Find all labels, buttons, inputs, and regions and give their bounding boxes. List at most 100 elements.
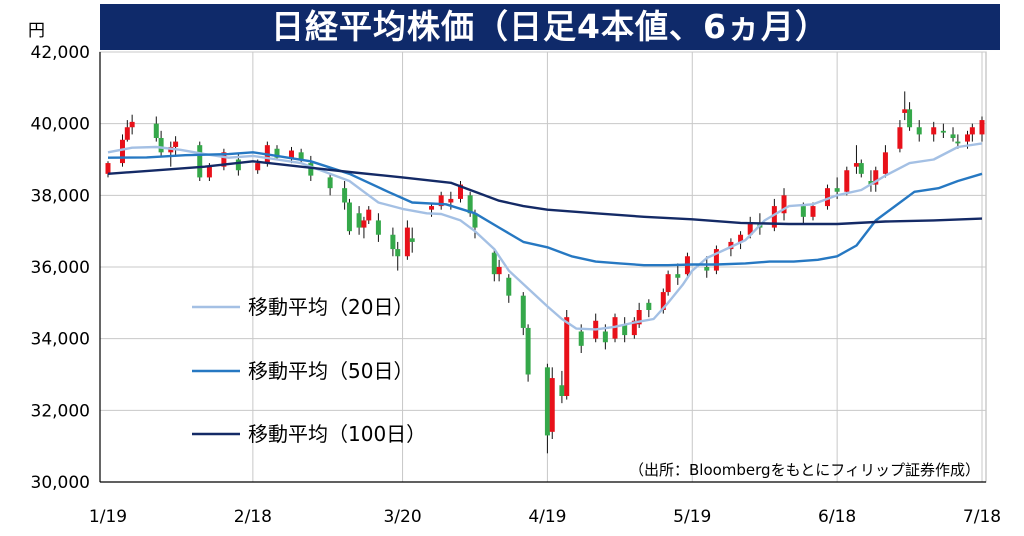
candle-body [873,170,879,185]
candle-body [969,127,975,135]
candle-body [366,209,372,221]
candle-body [375,220,381,235]
candle-body [940,130,946,133]
candle [979,116,985,142]
candle [168,141,174,167]
candle-body [771,206,777,228]
candle [409,227,415,253]
candle [844,166,850,196]
candle [129,114,135,135]
candle [520,292,526,336]
candle-body [544,367,550,436]
candle-body [747,224,753,235]
candle-body [660,292,666,310]
candle [496,259,502,282]
candle-body [907,109,913,128]
candle-body [810,206,816,217]
candle-body [853,163,859,167]
candle [853,145,859,174]
candle [438,191,444,210]
candle-body [824,188,830,207]
candle-body [520,295,526,328]
candle [646,299,652,318]
candle-body [327,177,333,189]
candle [882,145,888,178]
y-tick-label: 40,000 [31,115,90,135]
candle [631,317,637,339]
candle [622,317,628,343]
y-axis-ticks: 30,000 32,000 34,000 36,000 38,000 40,000 42,0… [31,43,90,493]
candle-body [631,320,637,336]
chart-title: 日経平均株価（日足4本値、6ヵ月） [271,7,829,46]
candle-body [844,170,850,192]
series-line-ma100 [107,160,983,226]
legend-label-ma20: 移動平均（20日） [248,295,413,319]
x-tick-label: 1/19 [89,507,127,527]
candle [902,91,908,121]
candle [544,363,550,454]
candle-body [578,331,584,346]
candle [969,123,975,142]
candle-body [119,139,125,164]
y-axis-unit: 円 [28,21,45,41]
candle-body [979,120,985,135]
candle-body [356,213,362,228]
series-line-ma20 [107,142,983,331]
candle-body [346,202,352,232]
x-tick-label: 4/19 [528,507,566,527]
candle [327,173,333,196]
candle [158,130,164,156]
candle [173,136,179,156]
candle [105,161,111,178]
candle-body [438,195,444,207]
candle [907,102,913,131]
x-tick-label: 2/18 [234,507,272,527]
candle-body [153,123,159,138]
candle-body [882,152,888,174]
candle [549,367,555,439]
candle [873,166,879,192]
candles [105,91,985,454]
candle-body [549,378,555,432]
candle-body [738,234,744,242]
candle-body [235,159,241,171]
x-tick-label: 6/18 [818,507,856,527]
candle-body [129,121,135,128]
chart-title-banner: 日経平均株価（日足4本値、6ヵ月） [100,4,1000,50]
candle [153,116,159,142]
candle [197,141,203,181]
candle-body [221,152,227,167]
x-axis-ticks: 1/19 2/18 3/20 4/19 5/19 6/18 7/18 [89,507,1001,527]
candle-body [506,277,512,296]
candle [636,302,642,328]
candle [713,245,719,275]
candle-body [404,227,410,257]
candle [404,220,410,260]
candle-body [622,324,628,336]
legend-label-ma50: 移動平均（50日） [248,359,413,383]
candle-body [361,220,367,228]
candle [559,370,565,404]
candle-body [646,302,652,310]
candle [916,120,922,142]
candle-body [897,127,903,149]
y-tick-label: 36,000 [31,258,90,278]
candle [366,206,372,224]
candle-body [931,127,937,135]
candle-body [255,163,261,171]
candle [361,216,367,239]
candle-body [636,310,642,325]
candle [525,324,531,382]
candle [704,256,710,278]
candle [356,206,362,235]
candle-body [675,274,681,278]
candle [491,249,497,282]
candle-body [834,188,840,192]
candle [931,121,937,142]
candle [375,213,381,242]
candle-body [197,145,203,178]
y-tick-label: 30,000 [31,473,90,493]
candle-body [288,150,294,158]
y-tick-label: 34,000 [31,330,90,350]
candle [288,146,294,164]
